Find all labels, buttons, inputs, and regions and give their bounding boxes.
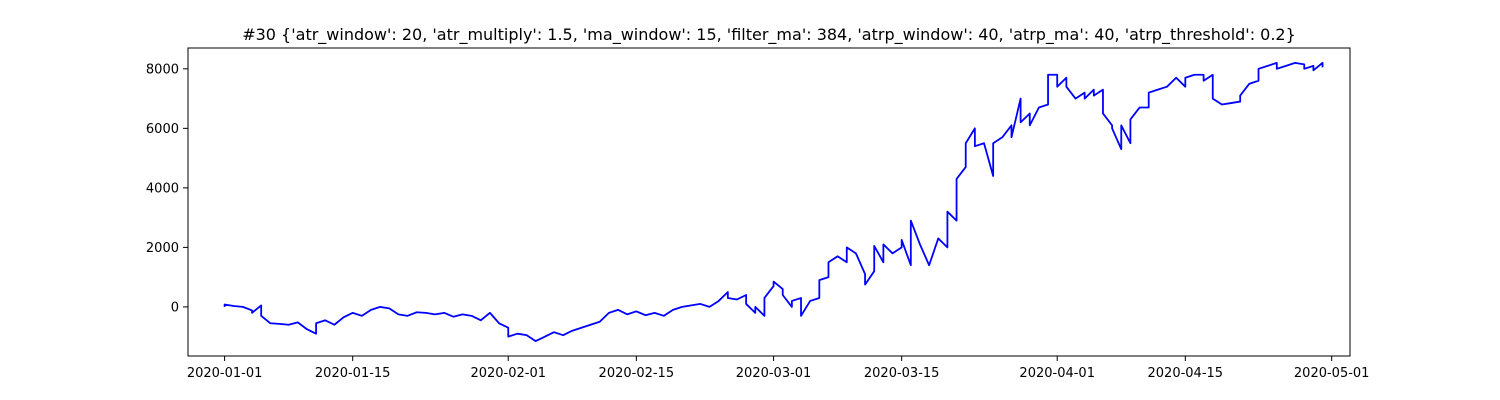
plot-area xyxy=(187,47,1351,357)
x-tick-label: 2020-02-15 xyxy=(599,366,675,381)
x-tick-label: 2020-01-01 xyxy=(187,366,263,381)
x-tick-label: 2020-04-15 xyxy=(1148,366,1224,381)
y-tick-label: 6000 xyxy=(146,122,179,137)
x-tick-label: 2020-05-01 xyxy=(1294,366,1370,381)
y-tick-label: 8000 xyxy=(146,62,179,77)
x-tick-label: 2020-02-01 xyxy=(470,366,546,381)
plot-frame xyxy=(187,47,1351,357)
x-tick-label: 2020-01-15 xyxy=(315,366,391,381)
y-tick-label: 4000 xyxy=(146,181,179,196)
y-tick-label: 0 xyxy=(171,300,179,315)
x-tick-label: 2020-03-01 xyxy=(736,366,812,381)
y-tick-label: 2000 xyxy=(146,241,179,256)
chart-title: #30 {'atr_window': 20, 'atr_multiply': 1… xyxy=(242,25,1296,45)
x-tick-label: 2020-03-15 xyxy=(864,366,940,381)
y-axis: 0 2000 4000 6000 8000 xyxy=(146,62,188,315)
x-tick-label: 2020-04-01 xyxy=(1019,366,1095,381)
x-axis: 2020-01-01 2020-01-15 2020-02-01 2020-02-15… xyxy=(187,356,1370,381)
series-line-1 xyxy=(223,61,1324,343)
